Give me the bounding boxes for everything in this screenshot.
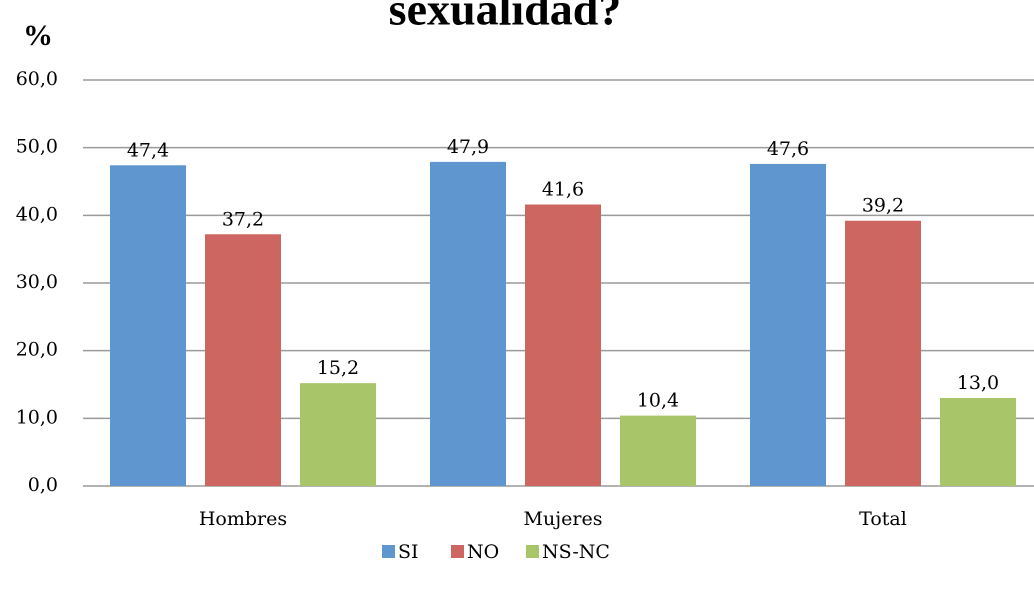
x-tick-label: Hombres [199,508,287,530]
value-label: 13,0 [957,372,999,394]
bar [205,234,281,486]
legend-label: NS-NC [542,541,610,563]
legend-label: SI [398,541,419,563]
value-label: 39,2 [862,195,904,217]
bar [110,165,186,486]
value-label: 10,4 [637,390,679,412]
value-label: 37,2 [222,208,264,230]
y-tick-label: 20,0 [16,339,58,361]
bar [845,220,921,486]
bar [940,398,1016,486]
y-tick-label: 0,0 [28,474,58,496]
y-tick-label: 10,0 [16,406,58,428]
y-tick-label: 60,0 [16,68,58,90]
value-label: 15,2 [317,357,359,379]
legend-label: NO [467,541,499,563]
bar [430,161,506,487]
legend-swatch [526,545,539,558]
bar [300,383,376,486]
bar [620,415,696,486]
x-tick-label: Mujeres [524,508,603,530]
value-label: 47,9 [447,136,489,158]
y-tick-label: 50,0 [16,136,58,158]
y-axis-label: % [23,19,53,52]
chart-title: sexualidad? [389,0,622,35]
x-tick-label: Total [859,508,907,530]
value-label: 41,6 [542,179,584,201]
legend-swatch [451,545,464,558]
bar [750,163,826,486]
legend-swatch [382,545,395,558]
y-tick-label: 30,0 [16,271,58,293]
value-label: 47,4 [127,139,169,161]
value-label: 47,6 [767,138,809,160]
bar [525,204,601,487]
y-tick-label: 40,0 [16,203,58,225]
